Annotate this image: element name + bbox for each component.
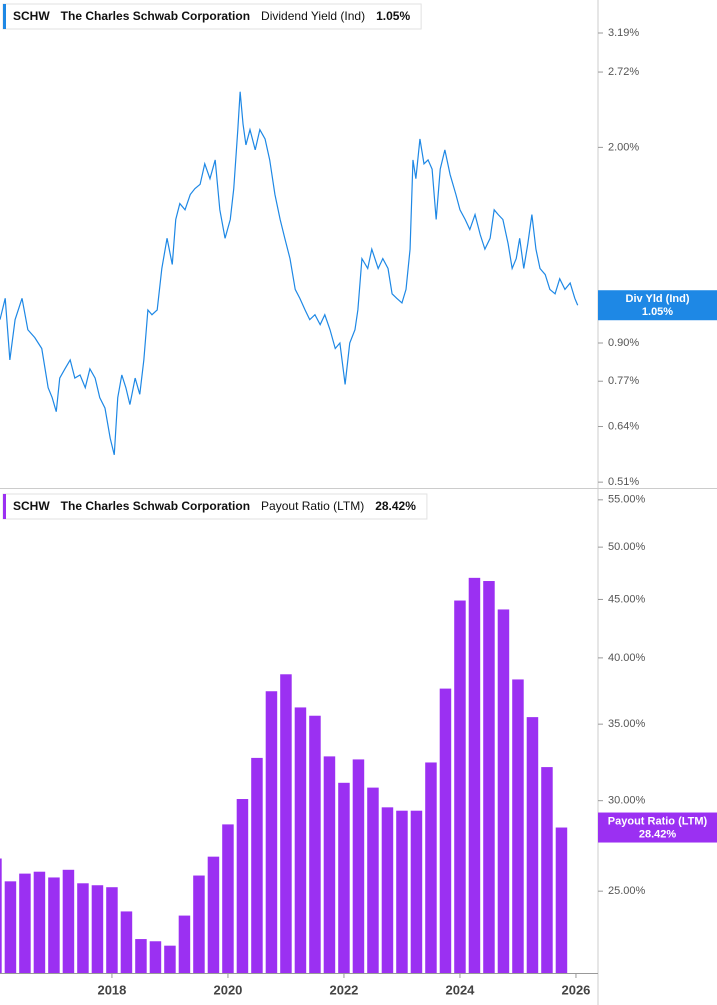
bar: [236, 799, 249, 973]
legend: SCHW The Charles Schwab Corporation Payout…: [2, 493, 428, 520]
legend: SCHW The Charles Schwab Corporation Divide…: [2, 3, 422, 30]
bar: [526, 717, 539, 973]
y-tick-label: 0.90%: [608, 337, 639, 349]
bar: [164, 945, 176, 973]
y-tick-label: 55.00%: [608, 494, 646, 506]
legend-series-name: Dividend Yield (Ind): [261, 9, 365, 23]
y-tick-label: 0.64%: [608, 420, 639, 432]
value-flag: [598, 290, 717, 321]
legend-ticker: SCHW: [13, 9, 50, 23]
bar: [338, 782, 350, 973]
bar: [352, 759, 365, 973]
value-flag-label: Div Yld (Ind): [626, 293, 690, 305]
legend-swatch: [3, 494, 6, 519]
value-flag-label: Payout Ratio (LTM): [608, 815, 708, 827]
y-tick-label: 25.00%: [608, 885, 646, 897]
bar: [207, 856, 220, 973]
y-tick-label: 30.00%: [608, 795, 646, 807]
x-tick-label: 2020: [213, 982, 242, 997]
y-tick-label: 35.00%: [608, 718, 646, 730]
legend-value: 28.42%: [375, 499, 416, 513]
bar: [149, 941, 162, 973]
bar: [425, 762, 437, 973]
bar: [454, 600, 466, 973]
legend-value: 1.05%: [376, 9, 410, 23]
legend-box: [2, 3, 422, 30]
bar: [222, 824, 234, 973]
bar: [396, 810, 408, 973]
bar: [280, 674, 292, 973]
bar: [439, 688, 452, 973]
bar: [512, 679, 524, 973]
x-tick-label: 2022: [329, 982, 358, 997]
plot-area: [0, 577, 568, 973]
y-tick-label: 50.00%: [608, 541, 646, 553]
bar: [106, 887, 118, 973]
bar: [323, 756, 336, 973]
bar: [497, 609, 510, 973]
value-flag-value: 28.42%: [639, 828, 677, 840]
bar: [62, 869, 75, 973]
legend-company: The Charles Schwab Corporation: [61, 9, 250, 23]
bar: [4, 881, 17, 973]
legend-series-name: Payout Ratio (LTM): [261, 499, 364, 513]
legend-company: The Charles Schwab Corporation: [61, 499, 250, 513]
bar: [120, 911, 133, 973]
x-tick-label: 2026: [561, 982, 590, 997]
bar: [193, 875, 205, 973]
y-tick-label: 0.77%: [608, 375, 639, 387]
y-tick-label: 2.00%: [608, 141, 639, 153]
bar: [0, 858, 2, 973]
bar: [468, 577, 481, 973]
y-tick-label: 2.72%: [608, 66, 639, 78]
legend-ticker: SCHW: [13, 499, 50, 513]
y-tick-label: 40.00%: [608, 652, 646, 664]
y-tick-label: 45.00%: [608, 593, 646, 605]
value-flag-value: 1.05%: [642, 306, 673, 318]
bar: [19, 873, 31, 973]
bar: [135, 939, 147, 973]
bar: [265, 691, 278, 973]
x-tick-label: 2018: [97, 982, 126, 997]
bar: [483, 581, 495, 973]
bar: [251, 757, 263, 973]
bar: [309, 715, 321, 973]
bar: [381, 807, 394, 973]
bar: [77, 883, 89, 973]
bar: [555, 827, 568, 973]
plot-area: [0, 91, 579, 456]
bar: [178, 915, 191, 973]
bar: [410, 810, 423, 973]
legend-box: [2, 493, 428, 520]
y-tick-label: 0.51%: [608, 476, 639, 488]
bar: [367, 787, 379, 973]
x-tick-label: 2024: [445, 982, 475, 997]
bar: [48, 877, 60, 973]
y-tick-label: 3.19%: [608, 27, 639, 39]
data-line: [0, 91, 579, 456]
bar: [33, 871, 46, 973]
bar: [541, 767, 553, 973]
value-flag: [598, 812, 717, 843]
legend-swatch: [3, 4, 6, 29]
bar: [294, 707, 307, 973]
bar: [91, 885, 104, 973]
